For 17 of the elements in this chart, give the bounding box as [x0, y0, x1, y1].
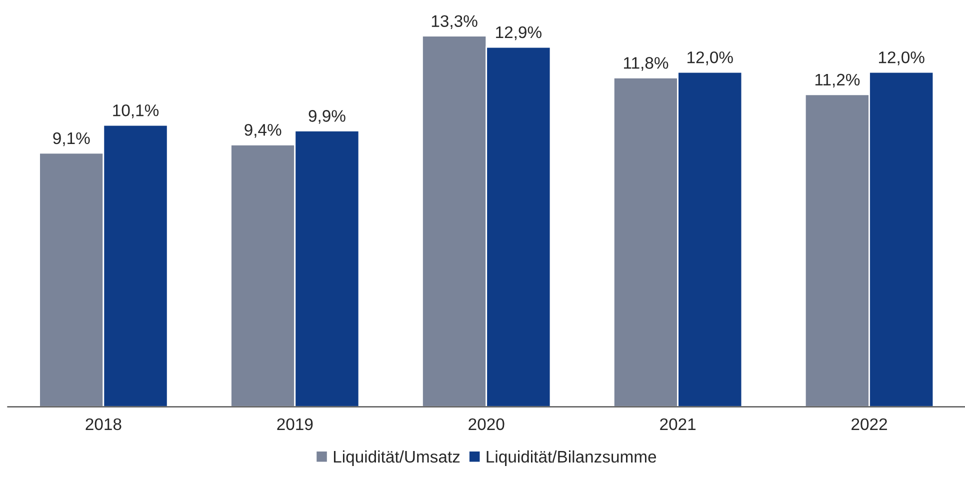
data-label: 9,9%	[308, 110, 346, 124]
data-label: 12,0%	[688, 51, 733, 66]
data-label: 9,4%	[244, 124, 282, 138]
data-label: 12,0%	[878, 51, 924, 66]
data-label: 12,9%	[496, 26, 542, 40]
legend-label: Liquidität/Umsatz	[334, 450, 460, 466]
data-label: 13,3%	[432, 15, 478, 29]
data-label: 10,1%	[113, 104, 159, 118]
legend-label: Liquidität/Bilanzsumme	[486, 450, 656, 466]
x-tick-label: 2020	[468, 418, 504, 430]
x-tick-label: 2022	[852, 418, 887, 430]
x-tick-label: 2018	[86, 418, 122, 430]
data-label: 11,8%	[624, 57, 668, 71]
data-label: 11,2%	[815, 74, 860, 88]
x-tick-label: 2021	[660, 418, 696, 430]
x-tick-label: 2019	[277, 418, 313, 430]
data-label: 9,1%	[53, 132, 90, 146]
